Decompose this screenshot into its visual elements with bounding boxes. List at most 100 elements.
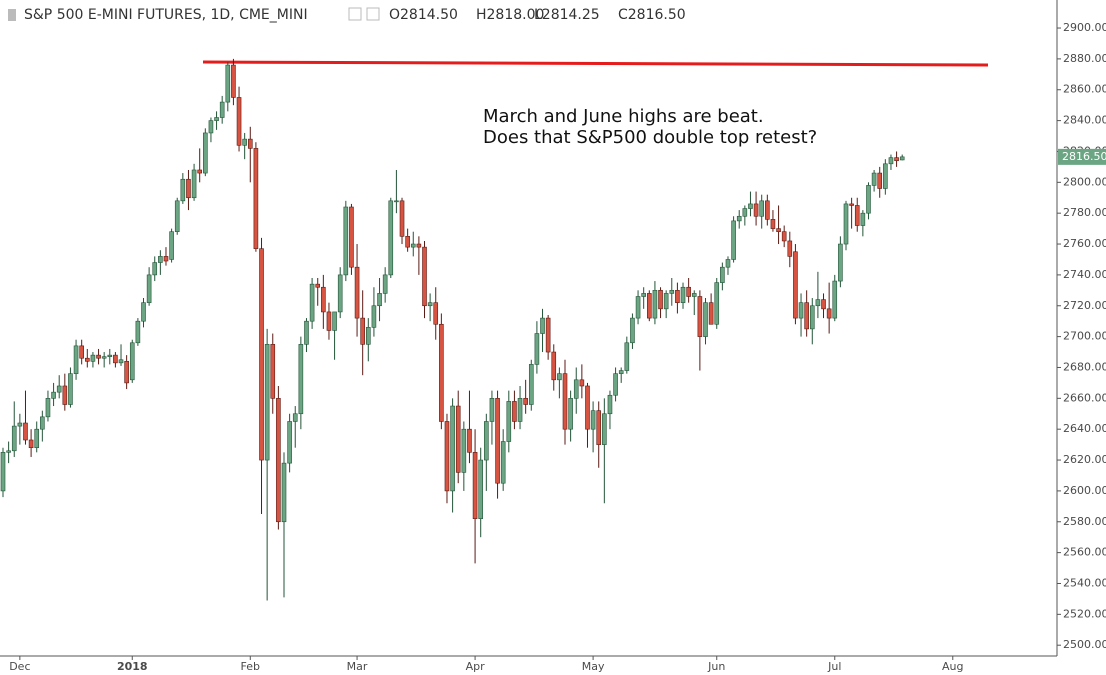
candle-body	[62, 385, 68, 405]
candle-body	[231, 64, 236, 98]
candle-body	[354, 266, 360, 319]
candle-body	[489, 398, 495, 422]
y-tick-label: 2740.00	[1063, 268, 1106, 281]
candle-body	[596, 410, 602, 445]
hide-icon[interactable]	[366, 7, 380, 21]
candle-body	[866, 185, 871, 214]
candle-body	[45, 398, 51, 418]
candle-body	[73, 345, 79, 374]
candle-body	[495, 398, 500, 484]
candle-body	[377, 293, 382, 307]
candle-body	[247, 138, 253, 149]
candle-body	[304, 320, 309, 345]
candle-body	[663, 293, 669, 310]
candle-body	[478, 459, 484, 519]
y-tick-label: 2720.00	[1063, 299, 1106, 312]
candle-body	[326, 311, 332, 331]
candle-body	[225, 64, 231, 103]
candle-body	[332, 311, 337, 331]
candle-body	[343, 206, 349, 276]
candle-body	[770, 219, 776, 229]
candle-body	[793, 251, 798, 319]
candle-body	[652, 290, 658, 319]
candle-body	[292, 413, 298, 422]
candle-body	[208, 120, 214, 134]
y-tick-label: 2800.00	[1063, 175, 1106, 188]
candle-body	[669, 290, 675, 294]
candle-body	[843, 203, 849, 245]
candle-body	[697, 296, 703, 337]
y-tick-label: 2840.00	[1063, 114, 1106, 127]
candle-body	[708, 302, 714, 325]
candle-body	[630, 317, 635, 344]
candle-body	[618, 370, 624, 374]
candle-body	[871, 172, 877, 186]
candle-body	[169, 231, 174, 260]
candle-body	[51, 391, 56, 399]
x-tick-label: Mar	[347, 660, 368, 673]
candle-body	[124, 361, 129, 384]
candle-body	[877, 172, 883, 189]
candle-body	[731, 220, 736, 260]
candle-body	[849, 203, 854, 206]
candle-body	[472, 452, 478, 519]
candle-body	[79, 345, 84, 359]
candle-body	[742, 208, 748, 217]
y-tick-label: 2580.00	[1063, 515, 1106, 528]
annotation: March and June highs are beat.	[483, 106, 764, 127]
candle-body	[129, 342, 135, 381]
candle-body	[675, 290, 680, 303]
close-value: C2816.50	[618, 7, 686, 23]
candle-body	[40, 416, 45, 430]
low-value: L2814.25	[534, 7, 600, 23]
candle-body	[821, 299, 826, 310]
candle-body	[197, 169, 202, 174]
x-tick-label: Jul	[827, 660, 841, 673]
y-tick-label: 2860.00	[1063, 83, 1106, 96]
symbol-icon	[8, 9, 16, 21]
candle-body	[703, 302, 708, 337]
open-value: O2814.50	[389, 7, 458, 23]
candle-body	[658, 290, 663, 310]
candle-body	[579, 379, 585, 387]
y-tick-label: 2500.00	[1063, 638, 1106, 651]
candle-body	[399, 200, 405, 237]
candle-body	[298, 344, 304, 415]
candle-body	[68, 373, 73, 405]
candle-body	[450, 405, 455, 492]
candle-body	[113, 354, 118, 364]
candle-body	[6, 450, 11, 453]
y-tick-label: 2600.00	[1063, 484, 1106, 497]
candle-body	[85, 357, 90, 362]
x-tick-label: 2018	[117, 660, 148, 673]
last-price-box	[1058, 148, 1106, 165]
candle-body	[0, 452, 6, 492]
candle-body	[315, 283, 321, 288]
candle-body	[118, 359, 124, 364]
candle-body	[264, 344, 270, 461]
candle-body	[759, 200, 765, 217]
trend-line[interactable]	[202, 60, 989, 67]
x-tick-label: Dec	[9, 660, 30, 673]
candle-body	[360, 317, 365, 345]
y-tick-label: 2560.00	[1063, 546, 1106, 559]
candle-body	[163, 256, 169, 262]
candle-body	[410, 243, 416, 248]
candle-body	[691, 293, 697, 297]
candle-body	[276, 398, 281, 523]
candle-body	[34, 428, 40, 449]
candle-body	[28, 439, 34, 449]
candle-body	[242, 138, 247, 146]
candle-body	[321, 286, 326, 313]
settings-icon[interactable]	[348, 7, 362, 21]
candle-body	[776, 228, 781, 232]
candle-body	[534, 333, 540, 365]
candle-body	[568, 398, 573, 430]
candle-body	[765, 200, 770, 220]
candle-body	[203, 132, 208, 174]
candle-body	[512, 401, 517, 422]
candle-body	[309, 283, 315, 322]
candle-body	[573, 379, 579, 399]
